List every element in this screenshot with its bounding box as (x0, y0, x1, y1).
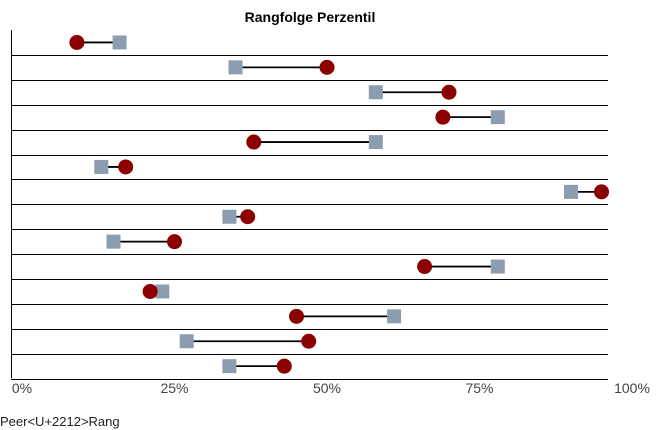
circle-marker (594, 184, 609, 200)
circle-marker (435, 109, 451, 125)
dumbbells (69, 34, 609, 374)
circle-marker (118, 159, 134, 175)
x-tick-label: 0% (12, 380, 32, 396)
square-marker (368, 85, 383, 100)
square-marker (155, 284, 170, 299)
gridlines (11, 55, 608, 380)
square-marker (94, 159, 109, 174)
circle-marker (246, 134, 262, 150)
square-marker (106, 234, 121, 249)
circle-marker (289, 308, 304, 324)
circle-marker (417, 259, 433, 275)
square-marker (228, 60, 243, 75)
square-marker (490, 110, 505, 125)
x-tick-label: 75% (465, 380, 493, 396)
square-marker (490, 259, 505, 274)
circle-marker (319, 59, 335, 75)
circle-marker (69, 34, 85, 50)
circle-marker (276, 358, 292, 374)
legend-label: Peer<U+2212>Rang (0, 414, 120, 429)
x-tick-label: 50% (313, 380, 341, 396)
square-marker (222, 209, 237, 224)
square-marker (564, 184, 578, 199)
circle-marker (240, 209, 256, 225)
square-marker (112, 35, 127, 50)
x-tick-label: 100% (614, 380, 650, 396)
circle-marker (167, 234, 182, 250)
square-marker (222, 359, 237, 374)
circle-marker (441, 84, 457, 100)
x-axis-ticks: 0% 25% 50% 75% 100% (12, 380, 650, 396)
x-tick-label: 25% (160, 380, 188, 396)
square-marker (387, 309, 402, 324)
circle-marker (142, 283, 158, 299)
square-marker (368, 135, 383, 150)
circle-marker (301, 333, 317, 349)
square-marker (179, 334, 194, 349)
chart-title: Rangfolge Perzentil (245, 9, 376, 25)
